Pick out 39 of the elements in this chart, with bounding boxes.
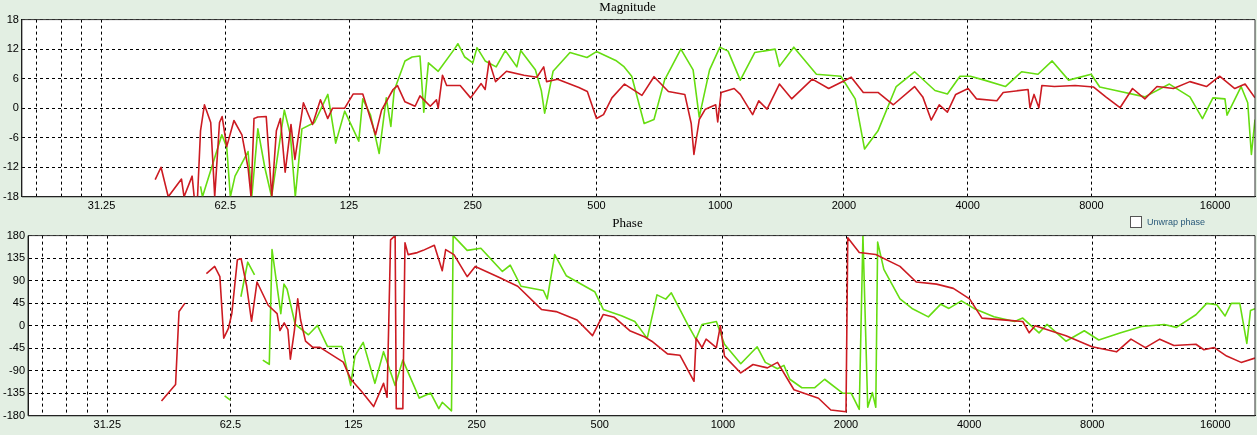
y-tick-label: 12 [6, 42, 19, 55]
x-tick-label: 2000 [831, 199, 857, 212]
y-tick-label: -45 [9, 341, 26, 354]
y-tick-label: 90 [12, 273, 26, 286]
y-tick-label: 6 [12, 71, 19, 84]
chart-title: Magnitude [599, 0, 656, 15]
y-tick-label: 45 [12, 296, 26, 309]
y-tick-label: -18 [2, 189, 19, 202]
x-tick-label: 62.5 [214, 199, 237, 212]
x-tick-label: 250 [463, 199, 482, 212]
x-tick-label: 125 [339, 199, 359, 212]
x-tick-label: 500 [587, 199, 606, 212]
y-tick-label: 0 [18, 318, 26, 331]
x-tick-label: 16000 [1199, 199, 1231, 212]
y-tick-label: 135 [6, 251, 26, 264]
x-tick-label: 62.5 [219, 418, 242, 431]
y-tick-label: -90 [9, 363, 26, 376]
chart-title: Phase [612, 215, 643, 231]
y-tick-label: -12 [2, 160, 19, 173]
x-tick-label: 4000 [956, 418, 982, 431]
x-tick-label: 2000 [833, 418, 859, 431]
y-tick-label: 18 [6, 12, 19, 25]
y-tick-label: -135 [2, 386, 26, 399]
x-tick-label: 31.25 [87, 199, 116, 212]
x-tick-label: 125 [344, 418, 363, 431]
x-tick-label: 16000 [1200, 418, 1231, 431]
x-tick-label: 8000 [1080, 418, 1105, 431]
y-tick-label: 0 [12, 101, 19, 114]
x-tick-label: 8000 [1079, 199, 1104, 212]
x-tick-label: 250 [467, 418, 486, 431]
x-tick-label: 500 [590, 418, 609, 431]
y-tick-label: -180 [2, 408, 26, 421]
y-tick-label: -6 [9, 130, 19, 143]
x-tick-label: 31.25 [93, 418, 122, 431]
x-tick-label: 1000 [710, 418, 736, 431]
x-tick-label: 1000 [707, 199, 733, 212]
y-tick-label: 180 [6, 228, 26, 241]
x-tick-label: 4000 [955, 199, 980, 212]
text: Unwrap phase [1146, 217, 1205, 227]
